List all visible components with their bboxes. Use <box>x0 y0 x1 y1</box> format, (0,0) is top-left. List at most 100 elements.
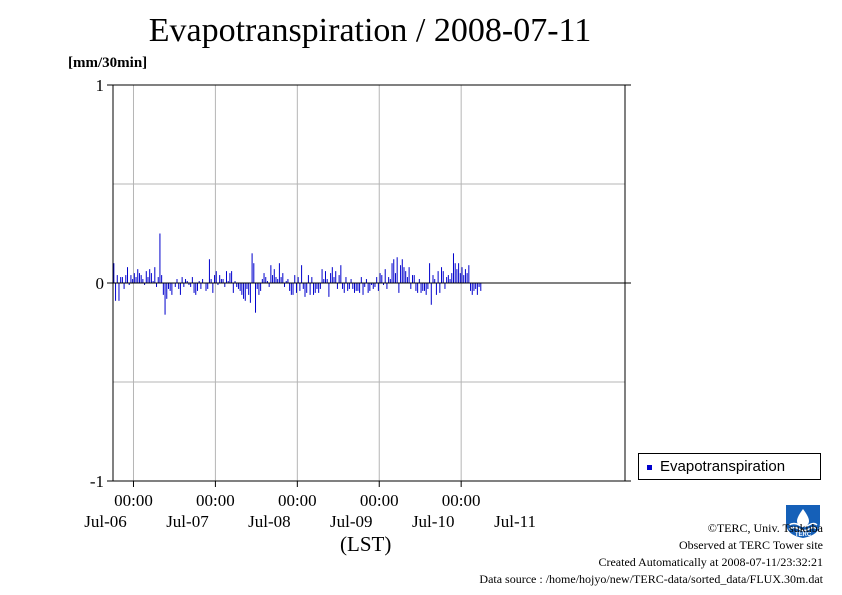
data-bar <box>480 283 482 291</box>
data-bar <box>415 283 417 291</box>
data-bar <box>386 283 388 289</box>
data-bar <box>241 283 243 295</box>
data-bar <box>164 283 166 315</box>
data-bar <box>142 279 144 283</box>
data-bar <box>217 283 219 285</box>
data-bar <box>389 279 391 283</box>
data-bar <box>323 279 325 283</box>
data-bar <box>311 277 313 283</box>
data-bar <box>222 279 224 283</box>
x-tick-label: 00:00 <box>442 491 481 510</box>
data-bar <box>278 263 280 283</box>
data-bar <box>260 283 262 291</box>
data-bar <box>219 275 221 283</box>
data-bar <box>347 283 349 291</box>
data-bar <box>220 279 222 283</box>
data-bar <box>294 275 296 283</box>
data-bar <box>205 283 207 291</box>
data-bar <box>452 253 454 283</box>
data-bar <box>179 283 181 295</box>
data-bar <box>338 275 340 283</box>
data-bar <box>304 283 306 297</box>
data-bar <box>167 283 169 289</box>
data-bar <box>273 269 275 283</box>
data-bar <box>478 283 480 287</box>
data-bar <box>377 283 379 291</box>
data-bar <box>307 275 309 283</box>
data-bar <box>435 283 437 295</box>
data-bar <box>355 283 357 291</box>
data-bar <box>365 279 367 283</box>
data-bar <box>265 277 267 283</box>
data-bar <box>324 271 326 283</box>
x-tick-label: 00:00 <box>114 491 153 510</box>
y-axis-unit-label: [mm/30min] <box>68 55 148 71</box>
data-bar <box>162 283 164 295</box>
data-bar <box>352 283 354 289</box>
data-bar <box>464 269 466 283</box>
data-bar <box>144 283 146 285</box>
data-bar <box>367 283 369 293</box>
data-bar <box>301 265 303 283</box>
data-bar <box>447 275 449 283</box>
data-bar <box>394 273 396 283</box>
data-bar <box>476 283 478 295</box>
data-bar <box>125 275 127 283</box>
data-bar <box>152 281 154 283</box>
data-bar <box>287 279 289 283</box>
data-bar <box>470 283 472 291</box>
data-bar <box>145 271 147 283</box>
data-bar <box>130 275 132 283</box>
data-bar <box>295 283 297 293</box>
y-tick-label: 0 <box>96 274 105 293</box>
data-bar <box>285 281 287 283</box>
data-bar <box>299 283 301 291</box>
data-bar <box>437 271 439 283</box>
data-bar <box>374 283 376 287</box>
data-bar <box>166 283 168 299</box>
data-bar <box>121 277 123 283</box>
data-bar <box>280 277 282 283</box>
data-bar <box>224 283 226 287</box>
legend-label: Evapotranspiration <box>660 458 786 475</box>
data-bar <box>343 283 345 293</box>
data-bar <box>178 283 180 289</box>
data-bar <box>328 283 330 297</box>
data-bar <box>268 283 270 287</box>
data-bar <box>251 253 253 283</box>
data-bar <box>113 263 115 283</box>
data-bar <box>417 283 419 293</box>
data-bar <box>270 265 272 283</box>
data-bar <box>154 267 156 283</box>
data-bar <box>449 279 451 283</box>
data-bar <box>284 283 286 287</box>
data-bar <box>357 283 359 291</box>
data-bar <box>381 275 383 283</box>
data-bar <box>398 283 400 293</box>
data-bar <box>446 277 448 283</box>
data-bar <box>246 283 248 289</box>
data-bar <box>138 273 140 283</box>
data-bar <box>272 275 274 283</box>
data-bar <box>248 283 250 295</box>
data-bar <box>249 283 251 303</box>
data-bar <box>391 263 393 283</box>
data-bar <box>425 283 427 295</box>
data-bar <box>321 269 323 283</box>
data-bar <box>183 283 185 287</box>
data-bar <box>292 283 294 295</box>
data-bar <box>161 275 163 283</box>
data-bar <box>239 283 241 291</box>
data-bar <box>458 263 460 283</box>
x-day-label: Jul-06 <box>84 512 127 531</box>
data-bar <box>289 283 291 291</box>
data-bar <box>427 283 429 289</box>
data-bar <box>471 283 473 295</box>
data-bar <box>181 277 183 283</box>
x-axis-label: (LST) <box>340 532 392 556</box>
credit-created: Created Automatically at 2008-07-11/23:3… <box>598 555 823 569</box>
data-bar <box>215 271 217 283</box>
y-tick-label: -1 <box>90 472 104 491</box>
data-bar <box>353 283 355 293</box>
